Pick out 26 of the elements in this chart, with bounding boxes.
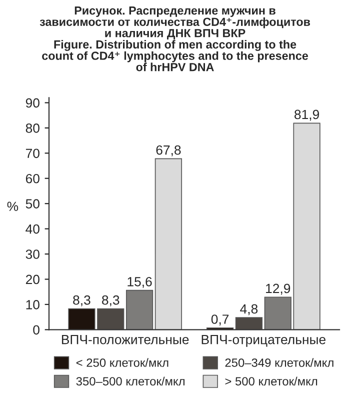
legend-label: < 250 клеток/мкл [76, 358, 168, 367]
data-label: 8,3 [102, 295, 120, 306]
y-tick-label: 70 [26, 148, 40, 158]
y-tick-label: 80 [26, 124, 40, 133]
y-tick-label: 90 [26, 98, 40, 108]
data-label: 8,3 [73, 295, 90, 306]
x-tick-label: ВПЧ-положительные [62, 335, 189, 344]
data-label: 67,8 [156, 145, 181, 156]
legend-label: 250–349 клеток/мкл [225, 358, 334, 367]
y-tick-label: 10 [26, 300, 40, 310]
chart-title: Рисунок. Распределение мужчин в зависимости от количества CD4⁺-лимфоцитов и наличия ДНК ВПЧ ВКР Figure. Distribution of men according to the count of CD4⁺ lymphocytes and to the presence of hrHPV DNA [40, 6, 310, 72]
legend-label: > 500 клеток/мкл [225, 376, 318, 386]
data-label: 81,9 [294, 110, 319, 121]
y-tick-label: 50 [26, 199, 40, 208]
y-tick-label: 0 [33, 325, 40, 335]
y-tick-label: 30 [26, 250, 40, 259]
y-tick-label: 60 [26, 174, 40, 184]
y-tick-label: 20 [26, 274, 40, 284]
y-tick-label: 40 [26, 224, 40, 234]
data-label: 15,6 [128, 276, 152, 288]
data-label: 12,9 [266, 284, 290, 295]
data-label: 4,8 [240, 304, 258, 316]
data-label: 0,7 [211, 314, 229, 326]
x-tick-label: ВПЧ-отрицательные [202, 335, 326, 347]
y-axis-title: % [7, 202, 18, 212]
legend-label: 350–500 клеток/мкл [76, 376, 184, 386]
